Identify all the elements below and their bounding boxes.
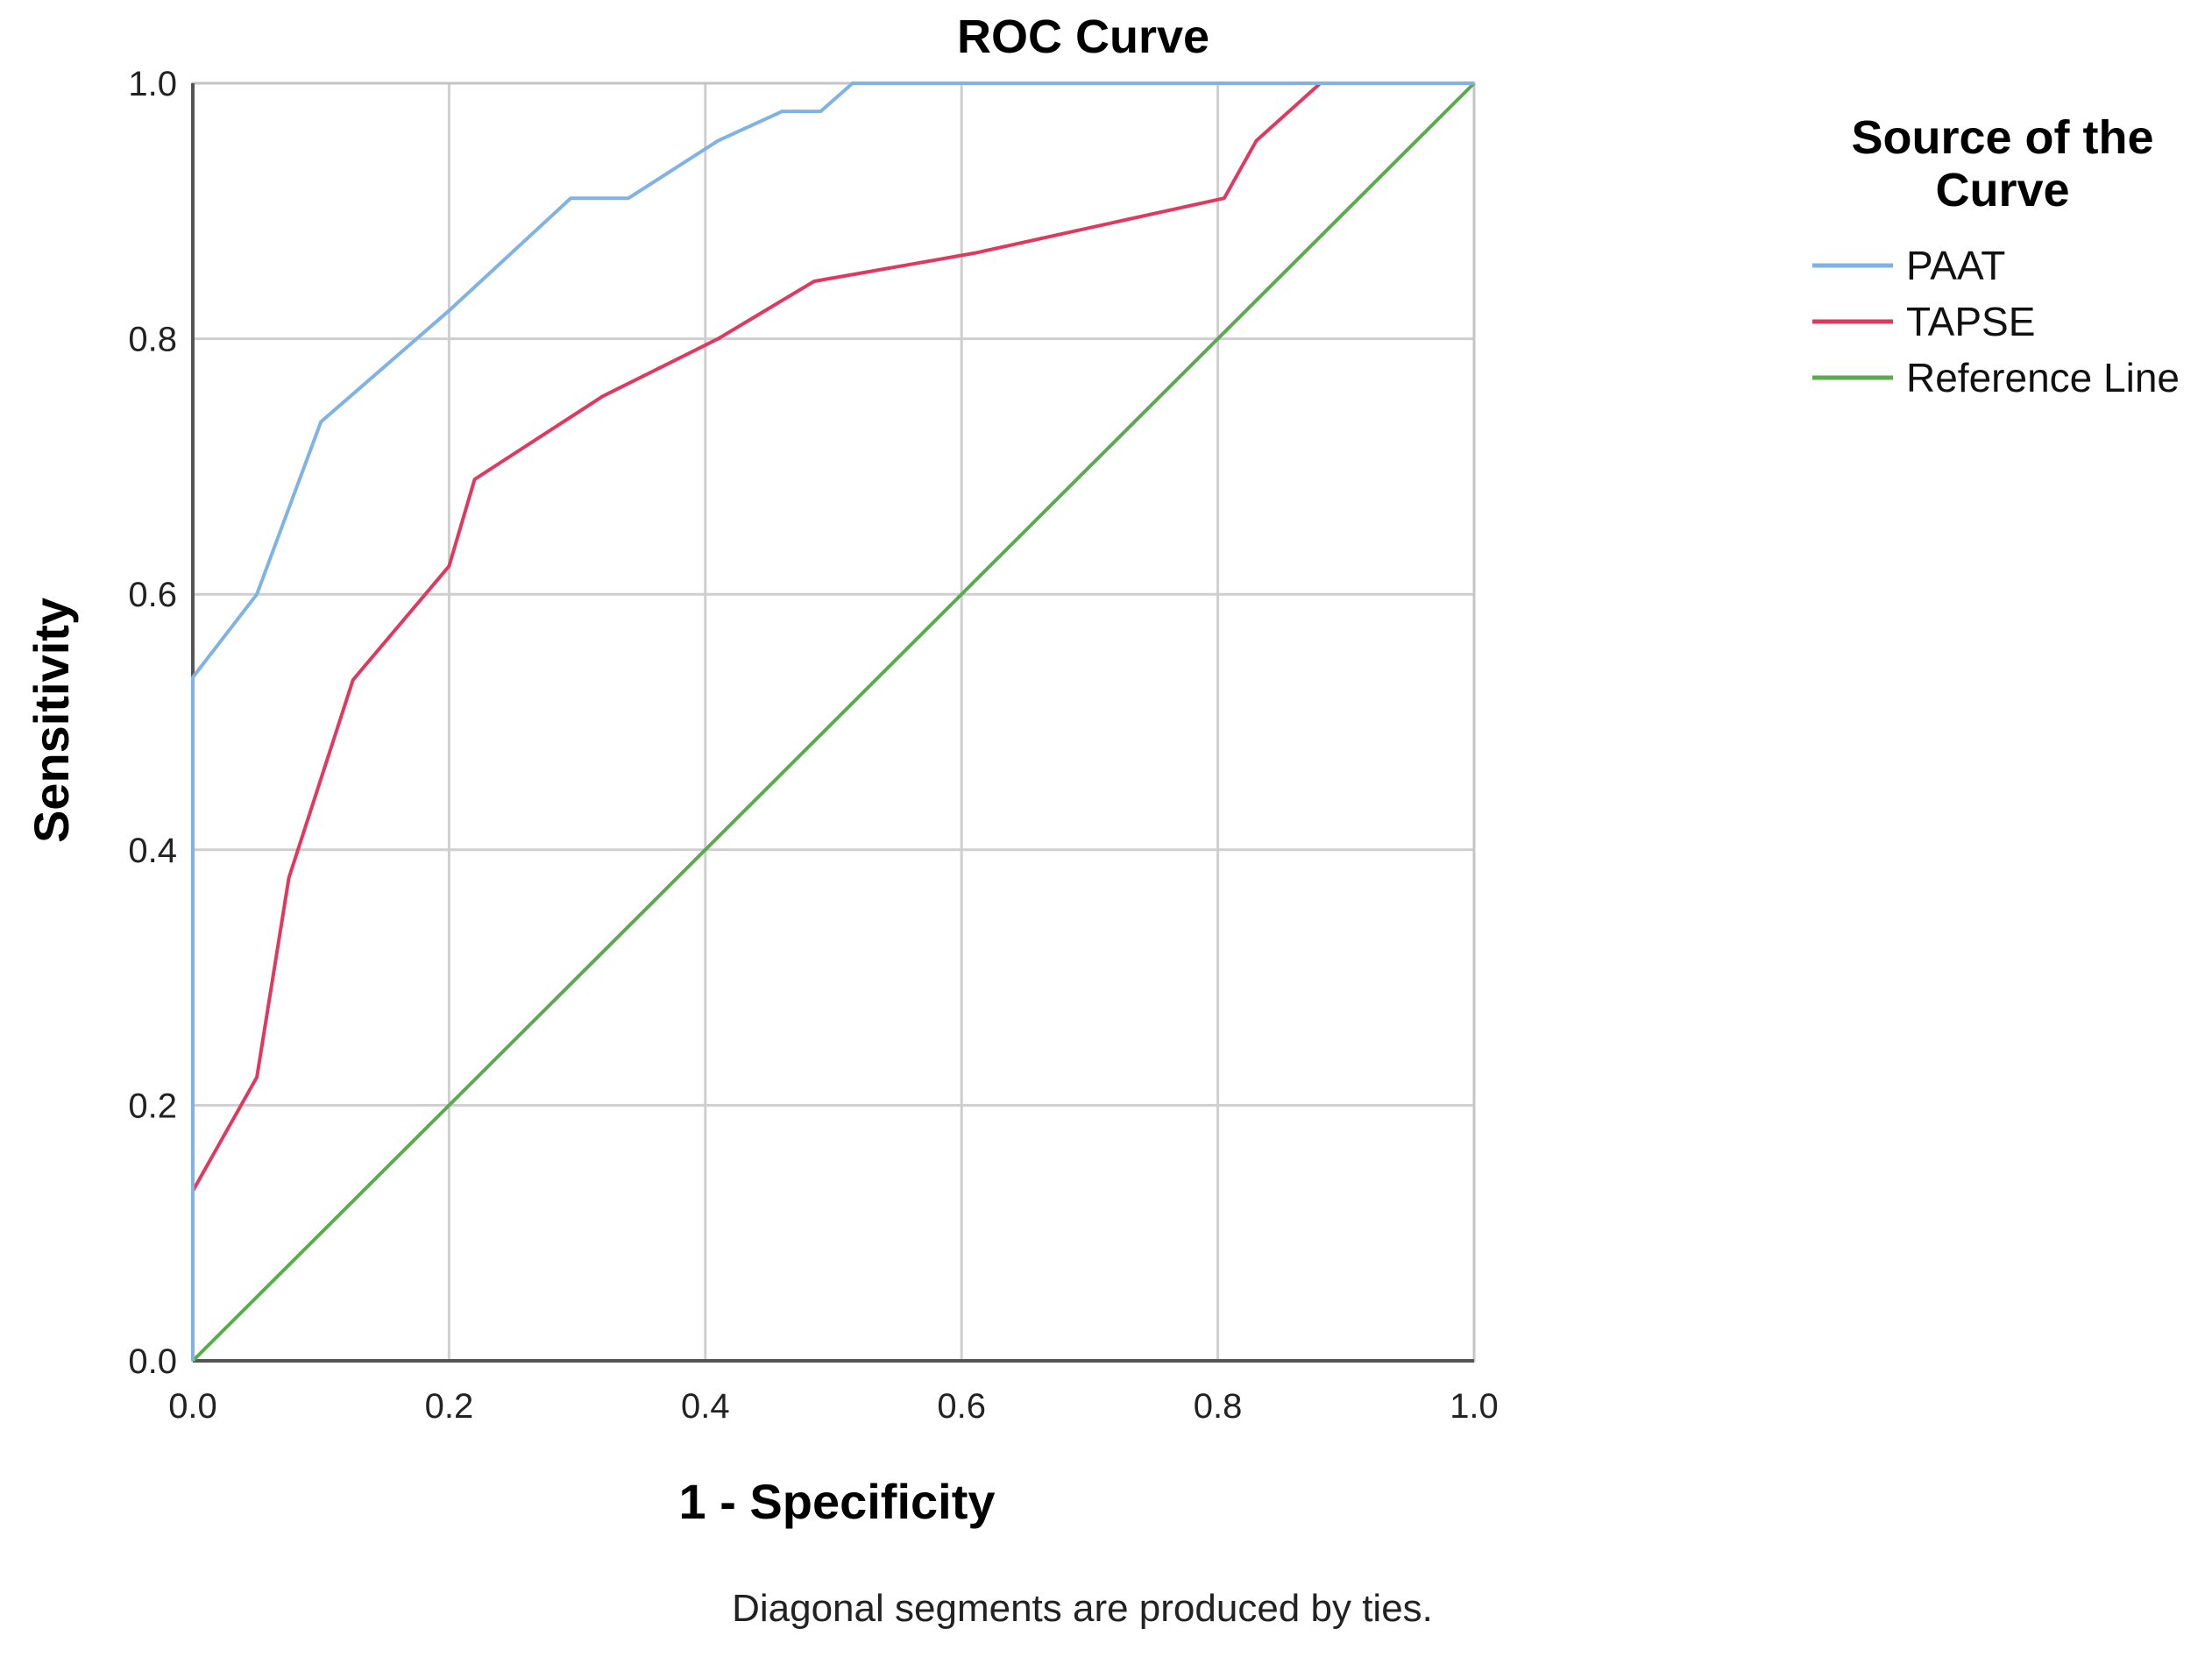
x-tick-label: 1.0 bbox=[1450, 1387, 1499, 1426]
x-tick-labels: 0.0 0.2 0.4 0.6 0.8 1.0 bbox=[168, 1387, 1499, 1426]
y-tick-label: 0.6 bbox=[128, 576, 177, 614]
x-tick-label: 0.6 bbox=[937, 1387, 986, 1426]
x-axis-label: 1 - Specificity bbox=[678, 1474, 995, 1529]
legend-title: Source of the Curve bbox=[1851, 111, 2153, 216]
x-tick-label: 0.0 bbox=[168, 1387, 217, 1426]
chart-title: ROC Curve bbox=[957, 11, 1209, 63]
legend-label-tapse: TAPSE bbox=[1906, 299, 2035, 344]
legend-label-paat: PAAT bbox=[1906, 243, 2005, 288]
legend-label-reference-line: Reference Line bbox=[1906, 355, 2180, 400]
series-line-paat bbox=[191, 81, 1474, 1361]
series-lines bbox=[191, 81, 1476, 1363]
x-tick-label: 0.4 bbox=[681, 1387, 730, 1426]
x-tick-label: 0.2 bbox=[425, 1387, 474, 1426]
legend-items: PAAT TAPSE Reference Line bbox=[1812, 243, 2180, 400]
legend: Source of the Curve PAAT TAPSE Reference Li… bbox=[1812, 111, 2180, 400]
y-tick-label: 0.4 bbox=[128, 832, 177, 870]
y-tick-label: 0.2 bbox=[128, 1087, 177, 1125]
chart-footnote: Diagonal segments are produced by ties. bbox=[732, 1587, 1433, 1630]
y-tick-label: 1.0 bbox=[128, 65, 177, 103]
series-line-reference-line bbox=[191, 81, 1476, 1363]
y-tick-label: 0.8 bbox=[128, 321, 177, 359]
x-tick-label: 0.8 bbox=[1194, 1387, 1243, 1426]
y-tick-labels: 0.0 0.2 0.4 0.6 0.8 1.0 bbox=[128, 65, 177, 1381]
y-tick-label: 0.0 bbox=[128, 1342, 177, 1381]
y-axis-label: Sensitivity bbox=[24, 598, 79, 843]
series-line-tapse bbox=[191, 81, 1474, 1361]
